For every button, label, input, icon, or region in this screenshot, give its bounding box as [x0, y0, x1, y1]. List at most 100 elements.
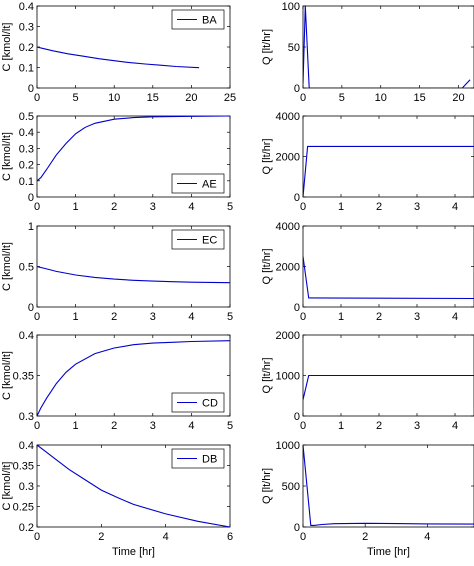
- x-tick-label: 2: [111, 311, 117, 323]
- y-tick-label: 0: [28, 302, 34, 314]
- x-tick-label: 4: [188, 201, 194, 213]
- y-tick-label: 0: [28, 192, 34, 204]
- x-tick-label: 0: [300, 201, 306, 213]
- x-tick-label: 3: [414, 311, 420, 323]
- legend-box: [171, 9, 225, 30]
- series-line-q: [303, 145, 474, 197]
- y-tick-label: 0.4: [19, 1, 34, 13]
- y-axis-label: Q [lt/hr]: [261, 248, 273, 284]
- series-line-cd: [37, 340, 230, 416]
- y-tick-label: 0.3: [19, 143, 34, 155]
- y-tick-label: 0.3: [19, 411, 34, 423]
- series-line-q: [303, 374, 474, 400]
- panel-q-cd: 0 1 2 3 4 0 1000 2000 Q [lt/hr]: [261, 330, 474, 432]
- x-tick-label: 2: [376, 201, 382, 213]
- panel-q-db: 0 2 4 0 500 1000 Q [lt/hr] Time [hr]: [261, 440, 474, 558]
- y-tick-label: 0.2: [19, 522, 34, 534]
- x-tick-label: 0: [34, 531, 40, 543]
- y-tick-label: 4000: [276, 111, 300, 123]
- y-tick-label: 0.35: [13, 371, 34, 383]
- plot-frame: [302, 225, 474, 308]
- plot-frame: [302, 444, 474, 528]
- y-tick-label: 0.5: [19, 262, 34, 274]
- series-line-ec: [37, 265, 230, 284]
- x-tick-label: 4: [163, 531, 169, 543]
- x-tick-label: 4: [452, 311, 458, 323]
- x-tick-label: 0: [300, 311, 306, 323]
- y-tick-label: 0.2: [19, 160, 34, 172]
- x-tick-label: 2: [98, 531, 104, 543]
- series-line-q: [303, 6, 471, 88]
- x-tick-label: 0: [300, 531, 306, 543]
- x-tick-label: 3: [414, 201, 420, 213]
- x-tick-label: 1: [338, 311, 344, 323]
- y-tick-label: 0: [294, 411, 300, 423]
- y-tick-label: 0.25: [13, 502, 34, 514]
- y-tick-label: 500: [282, 481, 300, 493]
- y-tick-label: 0.5: [19, 111, 34, 123]
- y-tick-label: 1000: [276, 371, 300, 383]
- x-tick-label: 10: [375, 92, 387, 104]
- x-tick-label: 20: [452, 92, 464, 104]
- y-tick-label: 2000: [276, 262, 300, 274]
- y-tick-label: 1000: [276, 440, 300, 452]
- x-tick-label: 0: [34, 201, 40, 213]
- y-tick-label: 0: [294, 522, 300, 534]
- y-tick-label: 0: [294, 192, 300, 204]
- panel-c-cd: 0 1 2 3 4 5 0.3 0.35 0.4 C [kmol/lt] CD: [1, 330, 233, 432]
- x-tick-label: 6: [227, 531, 233, 543]
- panel-q-ba: 0 5 10 15 20 0 50 100 Q [lt/hr]: [261, 1, 474, 104]
- y-axis-label: Q [lt/hr]: [261, 29, 273, 65]
- x-tick-label: 5: [339, 92, 345, 104]
- x-tick-label: 1: [73, 201, 79, 213]
- series-line-ba: [37, 46, 200, 69]
- y-axis-label: Q [lt/hr]: [261, 138, 273, 174]
- y-tick-label: 100: [282, 1, 300, 13]
- panel-c-ec: 0 1 2 3 4 5 0 0.5 1 C [kmol/lt] EC: [1, 221, 233, 323]
- y-tick-label: 0.1: [19, 63, 34, 75]
- y-tick-label: 0: [294, 302, 300, 314]
- y-axis-label: C [kmol/lt]: [1, 242, 13, 291]
- panel-c-ba: 0 5 10 15 20 25 0 0.1 0.2 0.3 0.4 C [kmol/lt] BA: [1, 1, 236, 104]
- series-line-ae: [37, 116, 230, 182]
- x-tick-label: 15: [413, 92, 425, 104]
- x-tick-label: 4: [188, 311, 194, 323]
- y-tick-label: 0: [28, 83, 34, 95]
- x-tick-label: 2: [362, 531, 368, 543]
- x-tick-label: 0: [34, 311, 40, 323]
- series-line-q: [303, 256, 474, 300]
- panel-c-ae: 0 1 2 3 4 5 0 0.1 0.2 0.3 0.4 0.5 C [kmol/lt] AE: [1, 111, 233, 213]
- y-tick-label: 50: [288, 42, 300, 54]
- x-tick-label: 4: [424, 531, 430, 543]
- x-tick-label: 0: [34, 420, 40, 432]
- x-tick-label: 2: [111, 420, 117, 432]
- x-tick-label: 5: [227, 420, 233, 432]
- x-tick-label: 1: [73, 311, 79, 323]
- x-axis-label: Time [hr]: [367, 546, 410, 558]
- x-tick-label: 3: [414, 420, 420, 432]
- x-tick-label: 1: [73, 420, 79, 432]
- x-tick-label: 15: [147, 92, 159, 104]
- panel-q-ec: 0 1 2 3 4 0 2000 4000 Q [lt/hr]: [261, 221, 474, 323]
- x-tick-label: 2: [376, 420, 382, 432]
- y-tick-label: 0.4: [19, 127, 34, 139]
- x-tick-label: 25: [224, 92, 236, 104]
- legend-label: CD: [202, 398, 218, 410]
- y-tick-label: 0.3: [19, 22, 34, 34]
- series-line-q: [303, 445, 474, 526]
- y-tick-label: 0.2: [19, 42, 34, 54]
- legend-label: EC: [202, 235, 217, 247]
- legend-box: [171, 173, 225, 194]
- y-tick-label: 2000: [276, 330, 300, 342]
- x-axis-label: Time [hr]: [112, 546, 155, 558]
- x-tick-label: 3: [150, 311, 156, 323]
- x-tick-label: 20: [185, 92, 197, 104]
- y-tick-label: 1: [28, 221, 34, 233]
- x-tick-label: 2: [111, 201, 117, 213]
- y-tick-label: 0.1: [19, 176, 34, 188]
- panel-q-ae: 0 1 2 3 4 0 2000 4000 Q [lt/hr]: [261, 111, 474, 213]
- legend-label: DB: [202, 454, 217, 466]
- y-tick-label: 0: [294, 83, 300, 95]
- y-axis-label: C [kmol/lt]: [1, 132, 13, 181]
